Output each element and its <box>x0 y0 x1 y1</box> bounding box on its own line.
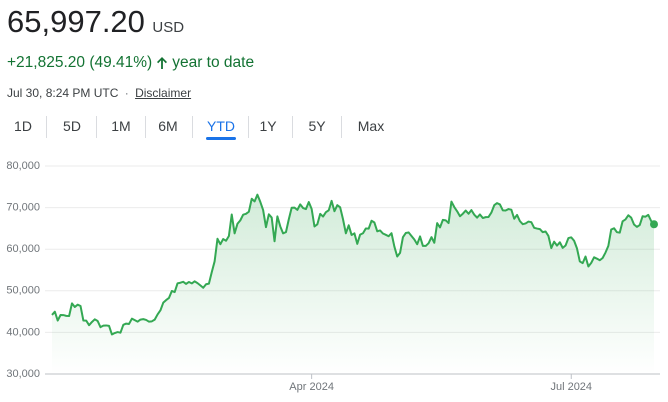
price: 65,997.20 <box>7 4 145 39</box>
change: +21,825.20 (49.41%) <box>7 54 153 71</box>
tab-separator <box>46 116 47 138</box>
price-line <box>51 193 655 336</box>
disclaimer-link[interactable]: Disclaimer <box>135 86 192 100</box>
tab-separator <box>341 116 342 138</box>
period: year to date <box>172 54 255 71</box>
x-tick-label: Jul 2024 <box>550 381 592 393</box>
currency: USD <box>152 19 185 36</box>
y-tick-label: 80,000 <box>6 160 40 172</box>
timestamp: Jul 30, 8:24 PM UTC <box>7 86 119 100</box>
separator: · <box>124 86 129 100</box>
range-tab[interactable]: 1M <box>111 118 131 134</box>
y-tick-label: 30,000 <box>6 368 40 380</box>
y-tick-label: 50,000 <box>6 285 40 297</box>
range-tab[interactable]: Max <box>357 118 385 134</box>
area <box>52 194 654 374</box>
tab-separator <box>145 116 146 138</box>
y-tick-label: 70,000 <box>6 202 40 214</box>
change-row: +21,825.20 (49.41%) year to date <box>7 54 254 72</box>
range-tab[interactable]: 5Y <box>308 118 326 134</box>
tab-separator <box>292 116 293 138</box>
range-tab[interactable]: YTD <box>207 118 235 134</box>
timestamp-row: Jul 30, 8:24 PM UTC · Disclaimer <box>7 86 191 100</box>
tab-underline <box>206 137 236 140</box>
y-tick-label: 40,000 <box>6 326 40 338</box>
range-tab[interactable]: 1D <box>14 118 32 134</box>
tab-separator <box>192 116 193 138</box>
range-tab[interactable]: 6M <box>158 118 178 134</box>
x-tick-label: Apr 2024 <box>289 381 334 393</box>
up-arrow <box>157 57 168 69</box>
last-point <box>650 220 658 229</box>
range-tab[interactable]: 1Y <box>259 118 277 134</box>
range-tab[interactable]: 5D <box>63 118 81 134</box>
tab-separator <box>96 116 97 138</box>
price-row: 65,997.20 USD <box>7 4 184 40</box>
y-tick-label: 60,000 <box>6 243 40 255</box>
tab-separator <box>248 116 249 138</box>
